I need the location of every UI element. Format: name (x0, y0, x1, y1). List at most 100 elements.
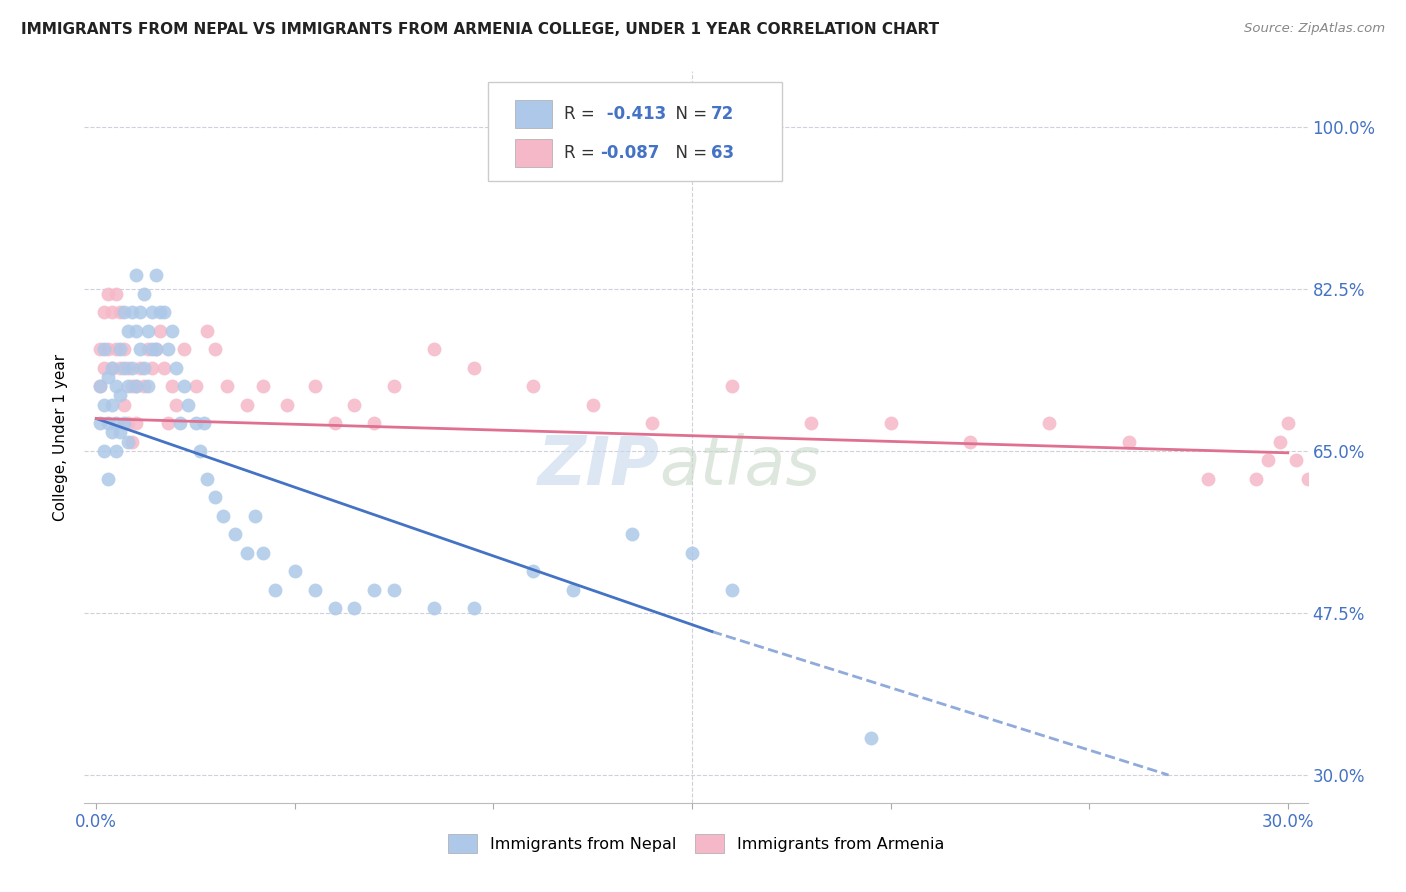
Point (169, 416, 191, 430)
Point (176, 398, 198, 412)
Point (681, 546, 703, 560)
Point (1244, 472, 1267, 486)
Point (93, 342, 115, 356)
Point (105, 379, 128, 393)
Point (363, 416, 385, 430)
Point (276, 398, 298, 412)
Point (108, 425, 131, 440)
Point (173, 342, 195, 356)
Point (363, 582, 385, 597)
Point (800, 416, 823, 430)
Point (117, 416, 139, 430)
Point (125, 324, 148, 338)
Point (117, 360, 139, 375)
Text: N =: N = (665, 104, 713, 123)
Point (1038, 416, 1060, 430)
Point (121, 360, 143, 375)
Point (129, 342, 152, 356)
Legend: Immigrants from Nepal, Immigrants from Armenia: Immigrants from Nepal, Immigrants from A… (440, 826, 952, 861)
Point (165, 398, 187, 412)
Point (217, 379, 239, 393)
Point (859, 731, 882, 745)
Point (1118, 434, 1140, 449)
Point (423, 342, 446, 356)
Point (121, 379, 143, 393)
Point (621, 527, 644, 541)
Point (108, 342, 131, 356)
Point (284, 565, 307, 579)
Text: Source: ZipAtlas.com: Source: ZipAtlas.com (1244, 22, 1385, 36)
Point (197, 472, 219, 486)
Point (204, 342, 226, 356)
Point (132, 379, 155, 393)
Point (188, 444, 211, 458)
Point (304, 582, 326, 597)
Point (323, 416, 346, 430)
Point (156, 416, 179, 430)
Point (156, 342, 179, 356)
Point (97, 342, 120, 356)
Text: atlas: atlas (659, 434, 820, 500)
Point (112, 342, 135, 356)
Point (89, 379, 111, 393)
Point (129, 305, 152, 319)
Point (1197, 472, 1219, 486)
FancyBboxPatch shape (488, 82, 782, 181)
Point (129, 360, 152, 375)
Point (204, 490, 226, 504)
Point (1257, 453, 1279, 467)
Point (149, 324, 172, 338)
Point (184, 416, 207, 430)
Point (423, 601, 446, 615)
Text: R =: R = (564, 104, 600, 123)
Point (108, 305, 131, 319)
Point (121, 434, 143, 449)
Point (173, 379, 195, 393)
Point (720, 582, 742, 597)
Point (121, 305, 143, 319)
Point (105, 444, 128, 458)
Point (132, 360, 155, 375)
Point (184, 379, 207, 393)
Point (101, 360, 124, 375)
Point (112, 398, 135, 412)
Point (117, 379, 139, 393)
Point (141, 360, 163, 375)
Point (522, 379, 544, 393)
Text: IMMIGRANTS FROM NEPAL VS IMMIGRANTS FROM ARMENIA COLLEGE, UNDER 1 YEAR CORRELATI: IMMIGRANTS FROM NEPAL VS IMMIGRANTS FROM… (21, 22, 939, 37)
Text: 63: 63 (710, 145, 734, 162)
Point (304, 379, 326, 393)
Point (105, 286, 128, 301)
Point (165, 360, 187, 375)
Point (145, 268, 167, 282)
Point (141, 342, 163, 356)
Point (136, 324, 159, 338)
Point (93, 360, 115, 375)
Text: -0.413: -0.413 (600, 104, 666, 123)
Point (132, 286, 155, 301)
Point (93, 305, 115, 319)
Point (212, 508, 235, 523)
Point (1296, 472, 1319, 486)
Point (264, 582, 287, 597)
Point (720, 379, 742, 393)
Point (97, 286, 120, 301)
Point (1277, 416, 1299, 430)
Point (105, 416, 128, 430)
Point (160, 324, 183, 338)
Bar (515, 100, 551, 128)
Text: R =: R = (564, 145, 600, 162)
Point (152, 305, 174, 319)
Point (112, 360, 135, 375)
Point (1268, 434, 1291, 449)
Point (382, 582, 405, 597)
Point (125, 416, 148, 430)
Point (193, 416, 215, 430)
Point (101, 305, 124, 319)
Point (145, 342, 167, 356)
Point (243, 508, 266, 523)
Point (522, 565, 544, 579)
Point (125, 268, 148, 282)
Point (1285, 453, 1308, 467)
Bar (515, 139, 551, 167)
